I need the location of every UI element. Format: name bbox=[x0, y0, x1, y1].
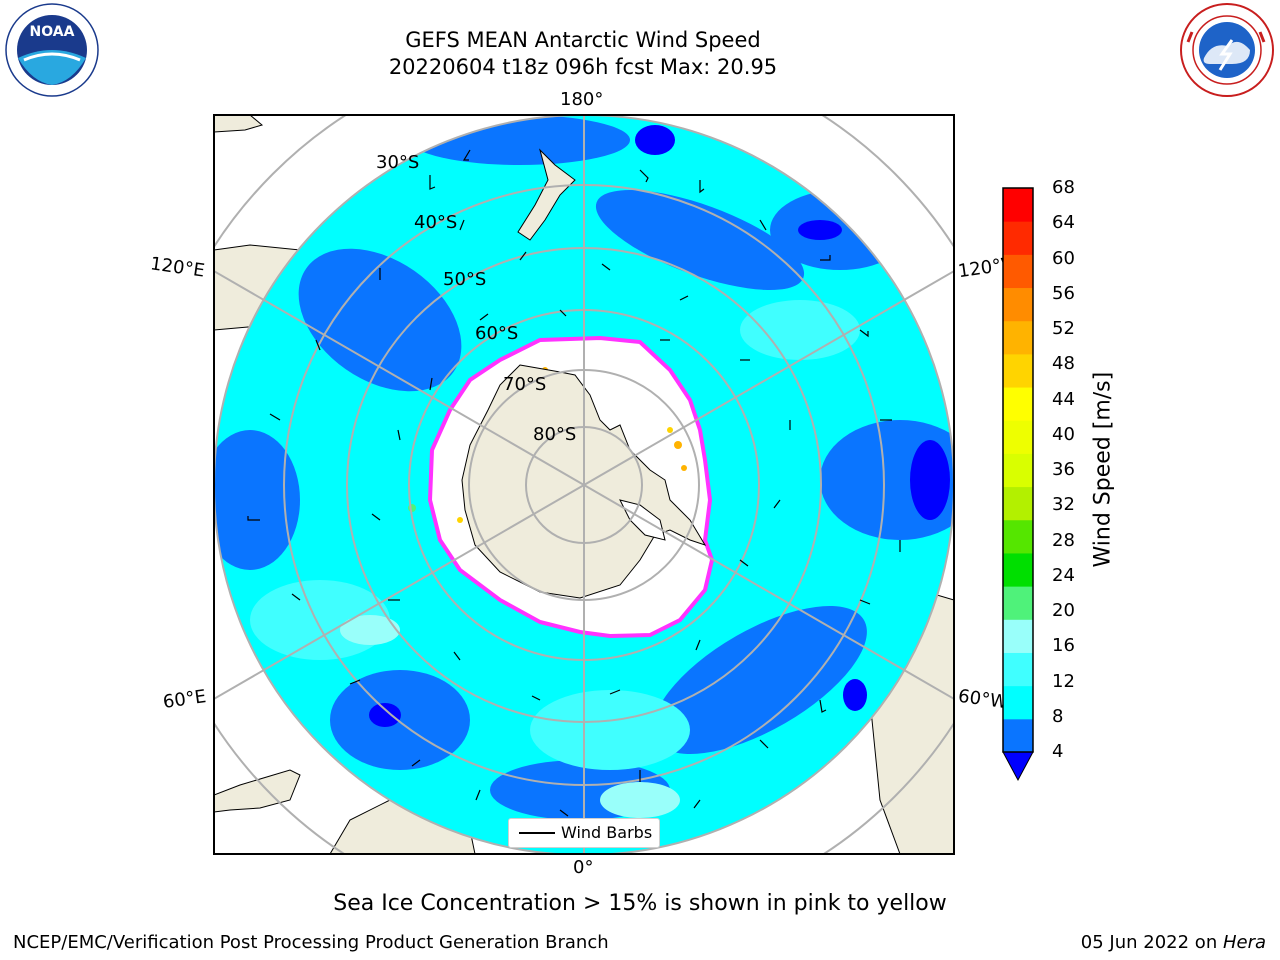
lat-label-30s: 30°S bbox=[376, 152, 420, 173]
colorbar-tick-label: 8 bbox=[1052, 705, 1064, 727]
colorbar-tick-label: 64 bbox=[1052, 212, 1075, 234]
nws-logo bbox=[1180, 3, 1274, 97]
colorbar-tick-label: 44 bbox=[1052, 388, 1075, 410]
colorbar-segment bbox=[1003, 221, 1033, 255]
colorbar-tick-label: 24 bbox=[1052, 564, 1075, 586]
colorbar-segment bbox=[1003, 685, 1033, 720]
footer-date: 05 Jun 2022 on Hera bbox=[1081, 932, 1266, 954]
longitude-gridlines bbox=[214, 115, 954, 854]
colorbar-segment bbox=[1003, 353, 1033, 388]
colorbar-segment bbox=[1003, 287, 1033, 322]
colorbar-segment bbox=[1003, 420, 1033, 454]
wind-barbs-legend: Wind Barbs bbox=[508, 818, 660, 848]
colorbar-tick-label: 36 bbox=[1052, 459, 1075, 480]
wind-barbs bbox=[247, 149, 901, 817]
colorbar-segment bbox=[1003, 652, 1033, 687]
colorbar-segment bbox=[1003, 254, 1033, 289]
lat-label-60s: 60°S bbox=[475, 323, 519, 344]
chart-subtitle: 20220604 t18z 096h fcst Max: 20.95 bbox=[388, 55, 778, 79]
chart-title: GEFS MEAN Antarctic Wind Speed bbox=[405, 28, 761, 52]
colorbar-segment bbox=[1003, 619, 1033, 653]
colorbar-tick-label: 60 bbox=[1052, 247, 1075, 269]
colorbar-tick-label: 28 bbox=[1052, 529, 1075, 551]
footer-system: Hera bbox=[1222, 932, 1266, 953]
colorbar-segment bbox=[1003, 188, 1033, 222]
colorbar-tick-label: 12 bbox=[1052, 670, 1075, 692]
noaa-logo: NOAA bbox=[5, 3, 99, 97]
colorbar-segment bbox=[1003, 387, 1033, 421]
colorbar-tick-label: 32 bbox=[1052, 494, 1075, 516]
lat-label-40s: 40°S bbox=[414, 212, 458, 233]
colorbar-segment bbox=[1003, 552, 1033, 587]
legend-line-icon bbox=[519, 832, 555, 834]
lon-label-180: 180° bbox=[560, 89, 604, 110]
colorbar-tick-label: 68 bbox=[1052, 177, 1075, 198]
lon-label-0: 0° bbox=[573, 857, 594, 878]
lat-label-80s: 80°S bbox=[533, 424, 577, 445]
colorbar-segment bbox=[1003, 486, 1033, 521]
lat-label-70s: 70°S bbox=[503, 374, 547, 395]
colorbar-tick-label: 16 bbox=[1052, 635, 1075, 657]
noaa-logo-text: NOAA bbox=[30, 24, 75, 40]
sea-ice-note: Sea Ice Concentration > 15% is shown in … bbox=[333, 891, 947, 916]
colorbar-segment bbox=[1003, 519, 1033, 554]
colorbar-tick-label: 52 bbox=[1052, 318, 1075, 339]
colorbar-label: Wind Speed [m/s] bbox=[1090, 371, 1116, 568]
colorbar-tick-label: 20 bbox=[1052, 600, 1075, 621]
footer-date-text: 05 Jun 2022 on bbox=[1080, 932, 1223, 953]
colorbar-segment bbox=[1003, 320, 1033, 355]
colorbar-under-arrow bbox=[1002, 751, 1034, 782]
colorbar-tick-label: 48 bbox=[1052, 353, 1075, 375]
colorbar-tick-label: 4 bbox=[1052, 741, 1064, 762]
colorbar-tick-label: 40 bbox=[1052, 423, 1075, 445]
map-frame bbox=[213, 114, 955, 855]
colorbar-tick-label: 56 bbox=[1052, 282, 1075, 304]
lat-label-50s: 50°S bbox=[443, 269, 487, 290]
colorbar-segment bbox=[1003, 453, 1033, 488]
colorbar-segment bbox=[1003, 586, 1033, 620]
legend-label: Wind Barbs bbox=[561, 823, 653, 842]
colorbar-segment bbox=[1003, 718, 1033, 753]
colorbar bbox=[1002, 187, 1034, 782]
footer-credit: NCEP/EMC/Verification Post Processing Pr… bbox=[13, 932, 609, 953]
